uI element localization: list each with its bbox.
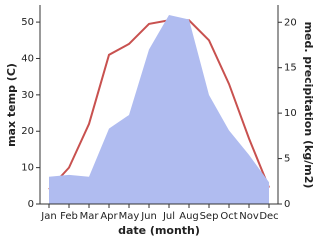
y-tick-label: 0 bbox=[28, 199, 34, 210]
y-axis-label: max temp (C) bbox=[5, 63, 18, 147]
x-tick-label: May bbox=[119, 211, 140, 222]
y2-tick-label: 10 bbox=[284, 108, 297, 119]
temp-line bbox=[48, 19, 270, 191]
y-tick-label: 40 bbox=[21, 53, 34, 64]
x-tick-label: Nov bbox=[239, 211, 259, 222]
y-tick-label: 10 bbox=[21, 163, 34, 174]
precipitation-area bbox=[49, 14, 269, 204]
x-tick-label: Sep bbox=[200, 211, 219, 222]
y2-axis-label: med. precipitation (kg/m2) bbox=[302, 22, 315, 189]
x-tick-label: Apr bbox=[100, 211, 118, 222]
y2-tick-label: 5 bbox=[284, 154, 290, 165]
y-tick-label: 30 bbox=[21, 90, 34, 101]
x-tick-label: Aug bbox=[179, 211, 199, 222]
x-tick-label: Jun bbox=[140, 211, 157, 222]
x-tick-label: Mar bbox=[80, 211, 100, 222]
x-tick-label: Dec bbox=[259, 211, 278, 222]
y-tick-label: 50 bbox=[21, 17, 34, 28]
y-tick-label: 20 bbox=[21, 126, 34, 137]
y2-tick-label: 0 bbox=[284, 199, 290, 210]
x-axis-label: date (month) bbox=[118, 224, 200, 237]
x-tick-label: Feb bbox=[60, 211, 78, 222]
x-tick-label: Oct bbox=[220, 211, 237, 222]
y2-tick-label: 15 bbox=[284, 63, 297, 74]
x-tick-label: Jul bbox=[162, 211, 175, 222]
x-tick-label: Jan bbox=[40, 211, 56, 222]
y2-tick-label: 20 bbox=[284, 17, 297, 28]
